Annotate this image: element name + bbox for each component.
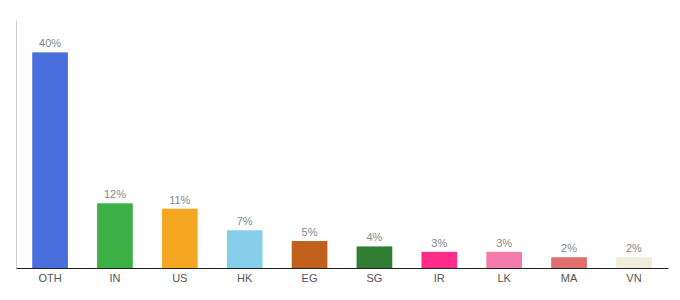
bar xyxy=(292,241,328,268)
y-axis-line xyxy=(16,21,17,269)
data-label: 12% xyxy=(104,188,126,200)
x-tick: LK xyxy=(497,272,511,284)
x-tick-label: SG xyxy=(366,272,382,284)
plot-area: OTH IN US HK EG SG IR LK MA VN 40% 12% 11% 7% 5% 4% 3% 3%… xyxy=(17,21,669,284)
x-tick-label: MA xyxy=(561,272,578,284)
data-label: 2% xyxy=(626,242,642,254)
x-tick: IN xyxy=(109,272,120,284)
data-label: 40% xyxy=(39,37,61,49)
x-tick-label: EG xyxy=(302,272,318,284)
x-tick: SG xyxy=(366,272,382,284)
x-tick: VN xyxy=(626,272,641,284)
bar xyxy=(162,209,198,268)
y-axis xyxy=(16,21,17,269)
data-label: 3% xyxy=(431,237,447,249)
x-tick: OTH xyxy=(38,272,61,284)
bars xyxy=(32,52,652,268)
x-tick-label: IR xyxy=(434,272,445,284)
bar xyxy=(551,257,587,268)
bar xyxy=(97,203,133,268)
data-label: 4% xyxy=(366,231,382,243)
x-tick: MA xyxy=(561,272,578,284)
x-axis-line xyxy=(17,268,669,269)
bar xyxy=(616,257,652,268)
bar xyxy=(421,252,457,268)
x-tick-label: LK xyxy=(497,272,511,284)
x-tick: US xyxy=(172,272,187,284)
data-label: 2% xyxy=(561,242,577,254)
x-tick: HK xyxy=(237,272,253,284)
chart-svg: OTH IN US HK EG SG IR LK MA VN 40% 12% 11% 7% 5% 4% 3% 3%… xyxy=(0,0,680,300)
data-label: 7% xyxy=(237,215,253,227)
x-axis: OTH IN US HK EG SG IR LK MA VN xyxy=(17,269,669,284)
data-label: 11% xyxy=(169,194,190,206)
bar xyxy=(486,252,522,268)
data-labels: 40% 12% 11% 7% 5% 4% 3% 3% 2% 2% xyxy=(39,37,642,254)
x-tick-label: HK xyxy=(237,272,253,284)
bar xyxy=(32,52,68,268)
x-tick-label: OTH xyxy=(38,272,61,284)
x-tick-label: VN xyxy=(626,272,641,284)
x-tick: IR xyxy=(434,272,445,284)
data-label: 3% xyxy=(496,237,512,249)
x-tick-label: US xyxy=(172,272,187,284)
x-tick-label: IN xyxy=(109,272,120,284)
bar xyxy=(357,246,393,268)
chart-container: OTH IN US HK EG SG IR LK MA VN 40% 12% 11% 7% 5% 4% 3% 3%… xyxy=(0,0,680,300)
x-tick: EG xyxy=(302,272,318,284)
data-label: 5% xyxy=(302,226,318,238)
bar xyxy=(227,230,263,268)
